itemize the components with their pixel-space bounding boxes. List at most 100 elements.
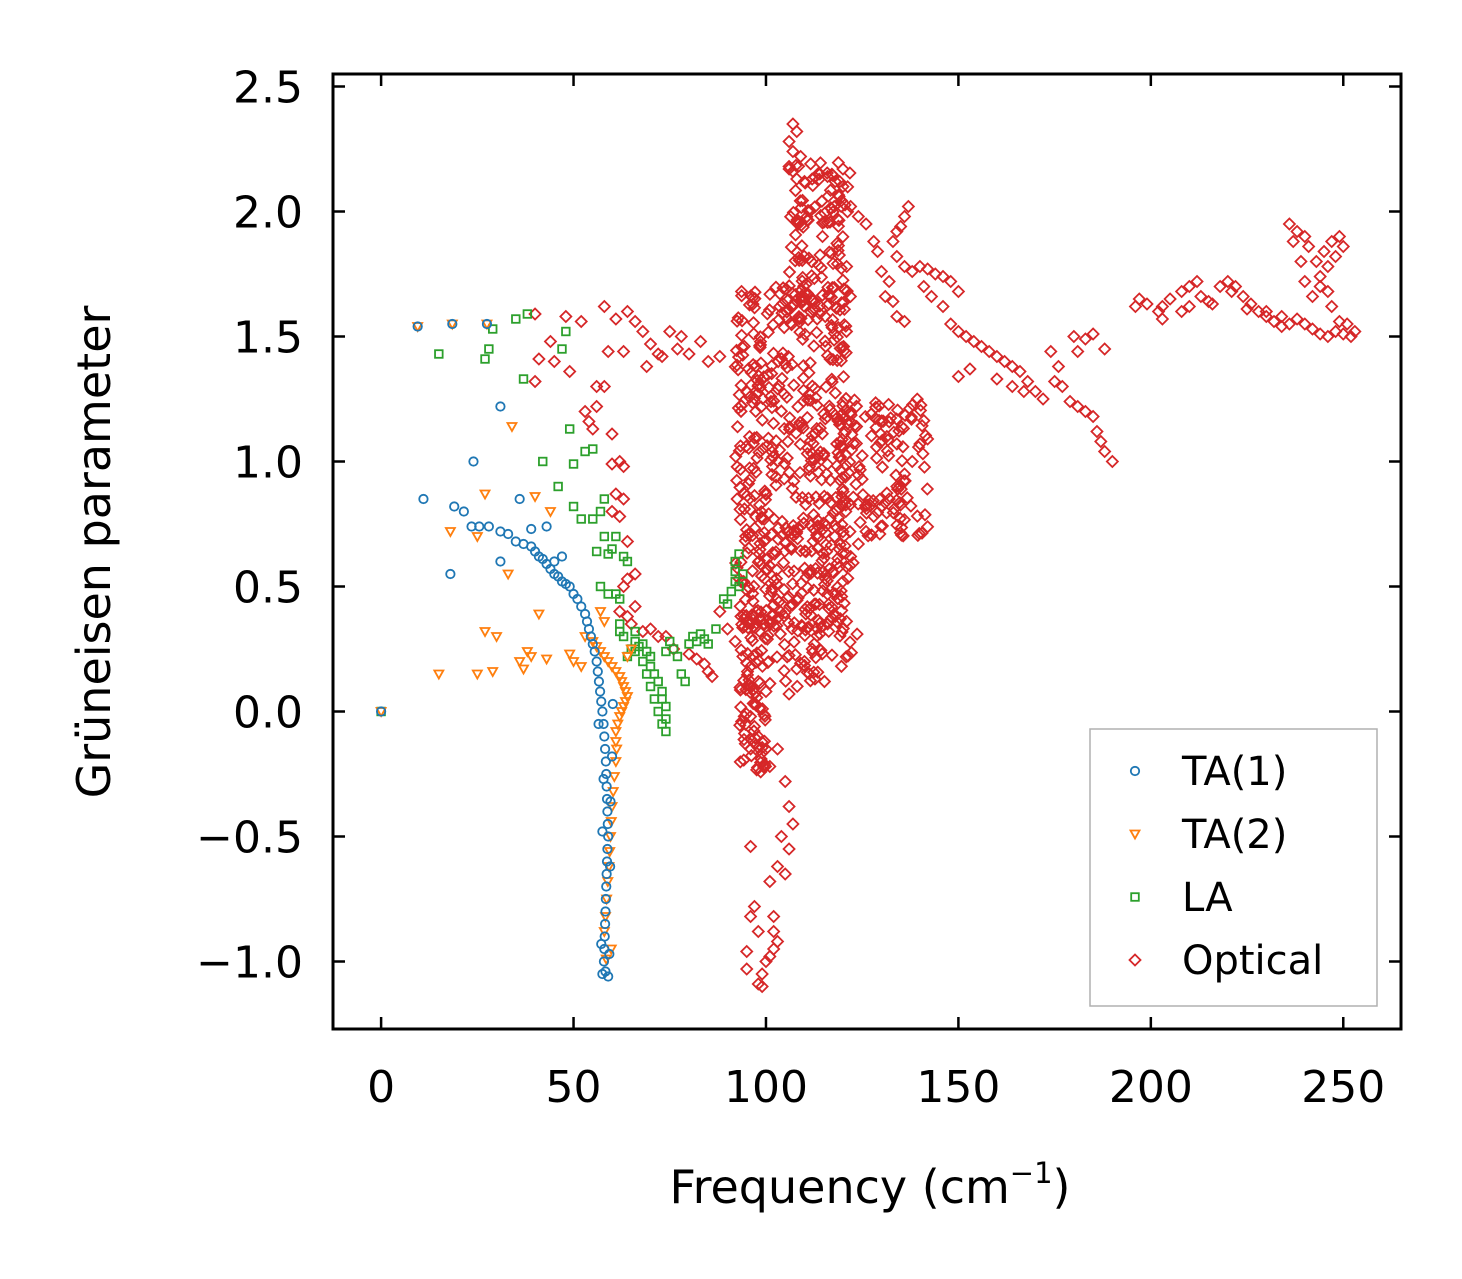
data-point-optical (774, 404, 789, 418)
data-point-optical (873, 427, 888, 441)
data-point-optical (802, 251, 816, 265)
data-point-ta-1- (599, 743, 611, 755)
data-point-optical (1070, 399, 1085, 414)
data-point-optical (780, 390, 794, 405)
data-point-optical (605, 427, 619, 441)
data-point-optical (734, 643, 748, 657)
data-point-la (576, 514, 586, 524)
data-point-optical (1005, 379, 1020, 394)
scatter-points (375, 117, 1362, 994)
data-point-optical (786, 817, 800, 831)
data-point-optical (743, 839, 758, 854)
data-point-optical (731, 311, 746, 325)
data-point-optical (755, 735, 769, 749)
data-point-ta-1- (593, 718, 604, 730)
data-point-optical (887, 502, 901, 516)
data-point-optical (795, 418, 809, 433)
data-point-optical (797, 654, 812, 669)
data-point-optical (733, 439, 748, 453)
data-point-optical (788, 228, 803, 242)
data-point-optical (1328, 249, 1343, 264)
legend-label: LA (1182, 875, 1233, 921)
data-point-optical (835, 517, 849, 532)
data-point-optical (749, 509, 763, 524)
data-point-la (588, 514, 598, 524)
data-point-optical (741, 527, 756, 542)
data-point-optical (1194, 289, 1208, 304)
data-point-ta-2- (621, 652, 634, 663)
data-point-optical (713, 349, 727, 364)
data-point-optical (746, 594, 760, 608)
data-point-optical (1105, 454, 1120, 469)
x-tick-label: 200 (1109, 1062, 1193, 1113)
data-point-optical (847, 418, 862, 433)
data-point-optical (762, 558, 777, 573)
data-point-optical (597, 299, 612, 314)
data-point-optical (901, 199, 916, 214)
data-point-optical (775, 514, 789, 529)
data-point-optical (787, 564, 801, 578)
data-point-optical (733, 700, 748, 714)
data-point-optical (746, 461, 761, 476)
data-point-optical (578, 404, 592, 419)
data-point-ta-2- (611, 719, 624, 731)
data-point-ta-2- (609, 667, 622, 678)
data-point-optical (1332, 229, 1347, 244)
data-point-optical (847, 393, 862, 407)
data-point-optical (766, 909, 781, 924)
data-point-optical (735, 340, 749, 354)
data-point-optical (807, 200, 822, 214)
data-point-ta-2- (602, 657, 615, 668)
data-point-optical (1321, 329, 1335, 344)
data-point-optical (1282, 317, 1297, 331)
data-point-optical (737, 502, 752, 516)
data-point-ta-2- (513, 657, 526, 668)
data-point-optical (834, 584, 848, 598)
data-point-optical (895, 454, 909, 468)
data-point-optical (760, 368, 775, 382)
data-point-optical (838, 539, 852, 553)
data-point-optical (818, 339, 833, 354)
data-point-optical (787, 635, 801, 649)
data-point-optical (833, 629, 847, 643)
data-point-ta-1- (593, 676, 605, 687)
data-point-optical (662, 324, 677, 339)
x-axis: 0 50 100 150 200 250 (367, 74, 1385, 1113)
data-point-optical (851, 209, 866, 224)
data-point-optical (862, 493, 876, 508)
data-point-ta-2- (540, 654, 553, 666)
data-point-la (599, 494, 610, 504)
data-point-optical (781, 434, 795, 449)
data-point-la (738, 569, 748, 579)
data-point-optical (920, 482, 935, 496)
data-point-optical (800, 209, 814, 224)
data-point-optical (739, 656, 754, 670)
data-point-optical (822, 297, 836, 311)
data-point-optical (601, 344, 615, 359)
data-point-optical (753, 676, 767, 690)
data-point-la (711, 624, 721, 634)
data-point-optical (758, 486, 773, 501)
data-point-optical (752, 701, 767, 716)
data-point-optical (808, 458, 823, 472)
data-point-optical (890, 224, 904, 239)
data-point-optical (827, 326, 842, 341)
data-point-optical (1163, 292, 1177, 306)
data-point-optical (743, 502, 757, 517)
data-point-optical (831, 243, 845, 258)
data-point-optical (897, 467, 912, 481)
data-point-optical (817, 674, 832, 689)
data-point-optical (730, 492, 744, 506)
data-point-optical (897, 474, 911, 488)
data-point-optical (787, 616, 802, 630)
data-point-ta-1- (556, 551, 568, 562)
data-point-optical (800, 665, 815, 680)
data-point-optical (807, 296, 822, 311)
data-point-optical (782, 589, 796, 604)
data-point-optical (836, 369, 851, 384)
data-point-optical (1140, 297, 1154, 311)
data-point-optical (780, 650, 794, 664)
data-point-optical (784, 240, 799, 254)
data-point-optical (811, 166, 826, 181)
